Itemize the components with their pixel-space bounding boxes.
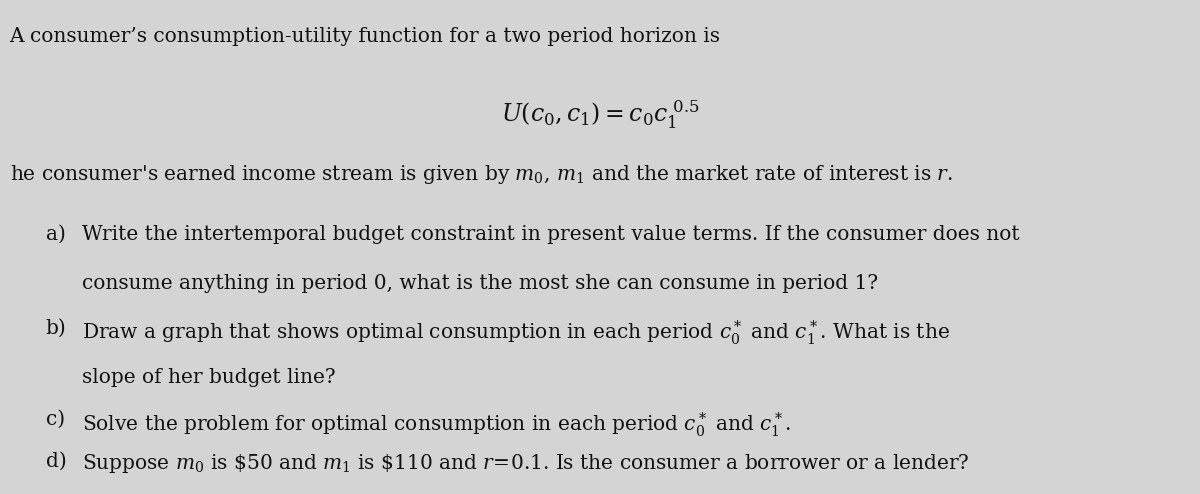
Text: a): a) — [46, 225, 66, 244]
Text: Solve the problem for optimal consumption in each period $c_0^*$ and $c_1^*$.: Solve the problem for optimal consumptio… — [82, 410, 791, 439]
Text: consume anything in period 0, what is the most she can consume in period 1?: consume anything in period 0, what is th… — [82, 274, 877, 293]
Text: d): d) — [46, 452, 66, 471]
Text: slope of her budget line?: slope of her budget line? — [82, 368, 335, 387]
Text: Suppose $m_0$ is \$50 and $m_1$ is \$110 and $r\!=\!0.1$. Is the consumer a borr: Suppose $m_0$ is \$50 and $m_1$ is \$110… — [82, 452, 970, 475]
Text: A consumer’s consumption-utility function for a two period horizon is: A consumer’s consumption-utility functio… — [10, 27, 720, 46]
Text: he consumer's earned income stream is given by $m_0$, $m_1$ and the market rate : he consumer's earned income stream is gi… — [10, 163, 953, 186]
Text: b): b) — [46, 319, 66, 337]
Text: Write the intertemporal budget constraint in present value terms. If the consume: Write the intertemporal budget constrain… — [82, 225, 1019, 244]
Text: $U(c_0,c_1)=c_0c_1^{\ 0.5}$: $U(c_0,c_1)=c_0c_1^{\ 0.5}$ — [500, 99, 700, 131]
Text: c): c) — [46, 410, 65, 429]
Text: Draw a graph that shows optimal consumption in each period $c_0^*$ and $c_1^*$. : Draw a graph that shows optimal consumpt… — [82, 319, 949, 347]
